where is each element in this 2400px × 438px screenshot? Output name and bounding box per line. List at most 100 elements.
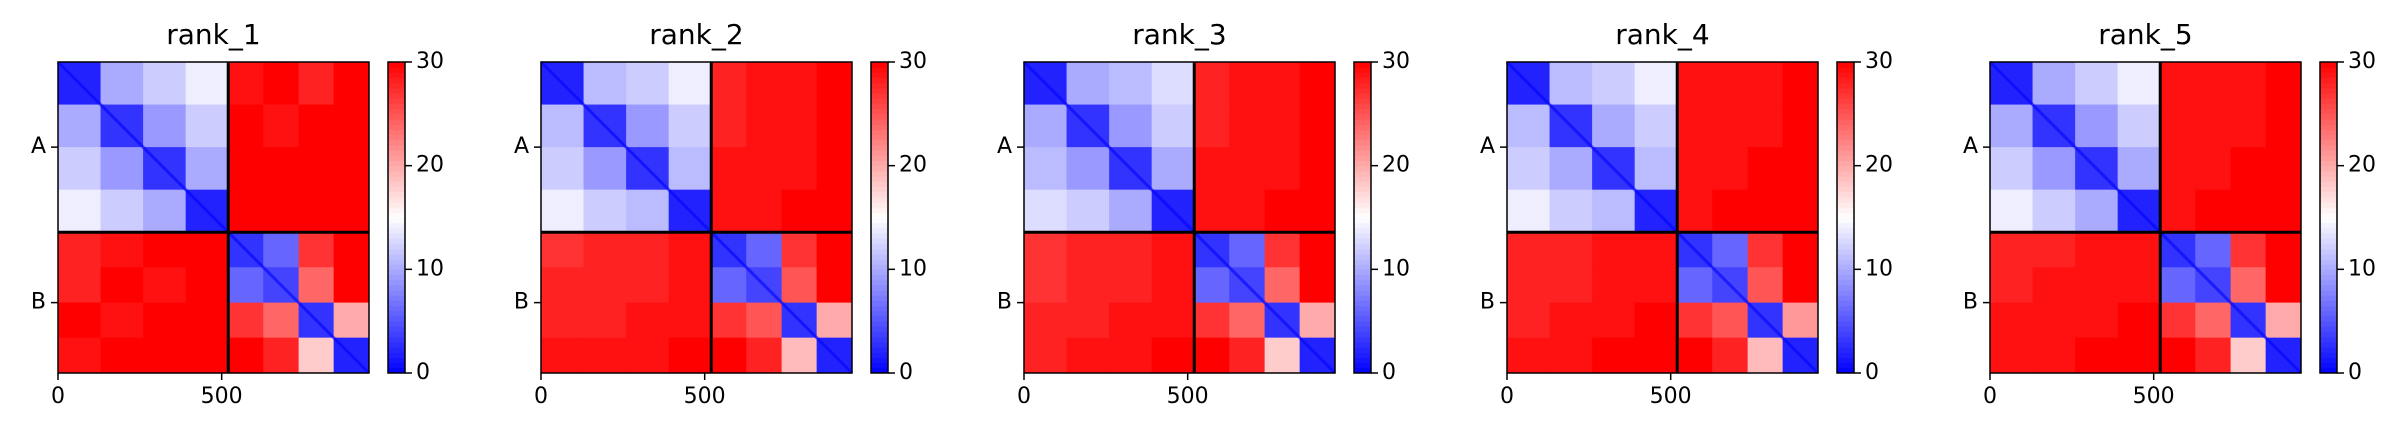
colorbar-step xyxy=(1837,238,1854,244)
heatmap-cell xyxy=(2075,104,2119,148)
colorbar-step xyxy=(2320,258,2337,265)
heatmap-cell xyxy=(2117,267,2161,304)
heatmap-cell xyxy=(2160,337,2196,374)
colorbar-step xyxy=(2320,191,2337,198)
heatmap-cell xyxy=(583,189,627,233)
heatmap-cell xyxy=(1677,147,1713,191)
colorbar-step xyxy=(871,103,888,110)
colorbar-step xyxy=(388,113,405,120)
colorbar-step xyxy=(1354,87,1371,94)
heatmap-cell xyxy=(1024,337,1068,374)
colorbar-step xyxy=(871,150,888,156)
colorbar-step xyxy=(2320,347,2337,353)
diagonal xyxy=(1505,60,1820,375)
heatmap-cell xyxy=(541,302,585,339)
heatmap-cell xyxy=(143,337,187,374)
colorbar-step xyxy=(2320,233,2337,239)
x-tick-label: 500 xyxy=(1167,384,1209,409)
colorbar-step xyxy=(1354,331,1371,338)
x-tick-label: 0 xyxy=(1500,384,1514,409)
heatmap-cell xyxy=(2265,104,2302,148)
heatmap-cell xyxy=(1782,62,1819,106)
colorbar-step xyxy=(1837,315,1854,322)
heatmap-cell xyxy=(2195,232,2232,268)
heatmap-cell xyxy=(2195,337,2232,374)
heatmap-cell xyxy=(1712,104,1749,148)
heatmap-cell xyxy=(58,104,102,148)
colorbar-step xyxy=(871,108,888,115)
heatmap-cell xyxy=(1634,147,1678,191)
colorbar-step xyxy=(1837,160,1854,167)
colorbar-step xyxy=(1354,222,1371,229)
colorbar-step xyxy=(871,284,888,291)
colorbar-tick-label: 20 xyxy=(899,153,927,178)
x-tick-label: 0 xyxy=(51,384,65,409)
diagonal xyxy=(1022,60,1337,375)
heatmap-cell xyxy=(333,232,370,268)
colorbar-step xyxy=(1837,284,1854,291)
colorbar-step xyxy=(1354,139,1371,146)
heatmap-cell xyxy=(1592,302,1636,339)
heatmap-cell xyxy=(1066,189,1110,233)
heatmap-cell xyxy=(1677,302,1713,339)
colorbar-step xyxy=(2320,144,2337,151)
colorbar-step xyxy=(388,119,405,125)
heatmap-cell xyxy=(1747,189,1784,233)
heatmap-cell xyxy=(1299,62,1336,106)
heatmap-cell xyxy=(583,267,627,304)
colorbar-step xyxy=(871,170,888,177)
heatmap-cell xyxy=(1151,337,1195,374)
heatmap-cell xyxy=(668,337,712,374)
heatmap-cell xyxy=(1229,147,1266,191)
colorbar-step xyxy=(1354,305,1371,312)
heatmap-cell xyxy=(668,232,712,268)
colorbar-step xyxy=(388,170,405,177)
heatmap-cell xyxy=(668,104,712,148)
colorbar-step xyxy=(388,150,405,156)
heatmap-cell xyxy=(711,337,747,374)
colorbar-step xyxy=(871,347,888,353)
heatmap-cell xyxy=(1990,147,2034,191)
colorbar-step xyxy=(1354,367,1371,374)
heatmap-cell xyxy=(228,267,264,304)
colorbar-step xyxy=(1354,201,1371,208)
heatmap-cell xyxy=(2265,147,2302,191)
heatmap-cell xyxy=(228,62,264,106)
heatmap-cell xyxy=(1229,189,1266,233)
heatmap-cell xyxy=(2265,62,2302,106)
heatmap-cell xyxy=(100,62,144,106)
colorbar-step xyxy=(2320,310,2337,317)
colorbar-step xyxy=(871,352,888,358)
colorbar-step xyxy=(871,290,888,296)
heatmap-cell xyxy=(668,302,712,339)
colorbar-step xyxy=(1354,243,1371,250)
heatmap-cell xyxy=(1194,62,1230,106)
colorbar-step xyxy=(871,134,888,141)
colorbar-step xyxy=(388,72,405,79)
heatmap-cell xyxy=(333,189,370,233)
heatmap-cell xyxy=(1229,232,1266,268)
colorbar-tick-label: 10 xyxy=(1865,256,1893,281)
heatmap-cell xyxy=(1782,189,1819,233)
colorbar-step xyxy=(2320,336,2337,343)
colorbar-step xyxy=(2320,295,2337,301)
heatmap-cell xyxy=(1066,337,1110,374)
colorbar-step xyxy=(388,243,405,250)
heatmap-cell xyxy=(816,232,853,268)
heatmap-cell xyxy=(1677,104,1713,148)
colorbar-step xyxy=(1354,217,1371,224)
colorbar-step xyxy=(388,201,405,208)
colorbar-step xyxy=(388,181,405,187)
colorbar-step xyxy=(2320,227,2337,234)
colorbar-step xyxy=(1837,300,1854,307)
colorbar-step xyxy=(1354,134,1371,141)
colorbar-step xyxy=(1837,331,1854,338)
heatmap-cell xyxy=(143,232,187,268)
heatmap-cell xyxy=(1229,104,1266,148)
colorbar-step xyxy=(871,98,888,104)
heatmap-cell xyxy=(2075,267,2119,304)
colorbar-step xyxy=(388,144,405,151)
colorbar-tick-label: 30 xyxy=(1382,49,1410,74)
heatmap-cell xyxy=(1747,147,1784,191)
colorbar-frame xyxy=(870,61,889,374)
